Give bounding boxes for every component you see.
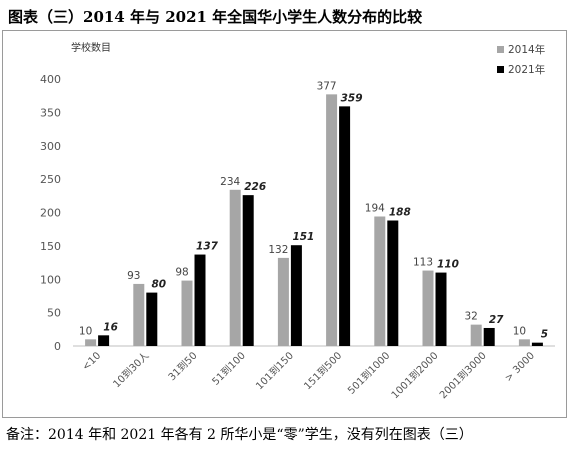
- y-axis-ticks: 0 50 100 150 200 250 300 350 400: [40, 73, 61, 353]
- data-label: 110: [437, 259, 459, 271]
- chart-area: 学校数目 2014年 2021年 0 50 100 150 200 250 300 350 400…: [2, 30, 567, 418]
- bar-2014年-101到150: [277, 257, 289, 346]
- x-tick-label: 1001到2000: [389, 350, 441, 402]
- data-label: 16: [103, 321, 118, 333]
- bar-2021年-151到500: [339, 106, 351, 347]
- figure-title: 图表（三）2014 年与 2021 年全国华小学生人数分布的比较: [8, 8, 423, 26]
- bar-2014年-501到1000: [374, 216, 386, 346]
- x-tick-label: 501到1000: [345, 350, 392, 397]
- data-label: 27: [489, 314, 504, 326]
- data-label: 10: [513, 325, 526, 337]
- legend: 2014年 2021年: [497, 43, 545, 76]
- footnote: 备注：2014 年和 2021 年各有 2 所华小是“零”学生，没有列在图表（三…: [6, 427, 473, 443]
- data-label: 98: [175, 267, 188, 279]
- y-tick-label: 100: [40, 273, 61, 286]
- bar-2021年-> 3000: [531, 342, 543, 346]
- bar-2021年-<10: [98, 335, 110, 346]
- bar-2014年-1001到2000: [422, 270, 434, 346]
- data-label: 80: [151, 279, 166, 291]
- data-label: 188: [389, 207, 411, 219]
- y-tick-label: 300: [40, 140, 61, 153]
- y-tick-label: 400: [40, 73, 61, 86]
- bar-2021年-51到100: [242, 195, 254, 346]
- data-label: 10: [79, 325, 92, 337]
- data-label: 5: [541, 329, 548, 341]
- data-label: 137: [196, 241, 219, 253]
- bar-2014年-> 3000: [518, 339, 530, 346]
- x-tick-label: 2001到3000: [437, 350, 489, 402]
- y-tick-label: 0: [54, 340, 61, 353]
- bar-2021年-101到150: [290, 245, 302, 346]
- bar-2014年-10到30人: [133, 283, 145, 346]
- bar-2014年-2001到3000: [470, 324, 482, 346]
- data-label: 234: [220, 176, 240, 188]
- y-axis-label: 学校数目: [71, 41, 111, 54]
- bar-2014年-151到500: [326, 94, 338, 346]
- data-label: 151: [292, 231, 314, 243]
- bar-2021年-2001到3000: [483, 327, 495, 346]
- x-tick-label: 31到50: [166, 350, 200, 384]
- y-tick-label: 350: [40, 106, 61, 119]
- data-label: 32: [465, 311, 478, 323]
- legend-swatch: [497, 66, 504, 73]
- bar-2014年-<10: [85, 339, 97, 346]
- data-label: 377: [317, 80, 337, 92]
- y-tick-label: 250: [40, 173, 61, 186]
- y-tick-label: 200: [40, 207, 61, 220]
- bar-chart: 学校数目 2014年 2021年 0 50 100 150 200 250 300 350 400…: [40, 41, 555, 402]
- x-tick-label: 51到100: [210, 350, 248, 388]
- bar-2021年-501到1000: [387, 220, 399, 346]
- y-tick-label: 50: [47, 307, 61, 320]
- x-tick-label: > 3000: [503, 350, 537, 384]
- data-label: 113: [413, 257, 433, 269]
- y-tick-label: 150: [40, 240, 61, 253]
- bar-2014年-31到50: [181, 280, 193, 346]
- data-label: 226: [244, 181, 266, 193]
- data-label: 132: [268, 244, 288, 256]
- data-label: 359: [341, 92, 363, 104]
- bars: 10 16 93 80 98 137 234 226 132 151 377 359 194 188 113…: [73, 80, 555, 347]
- data-label: 194: [365, 203, 385, 215]
- bar-2014年-51到100: [229, 189, 241, 346]
- legend-label: 2021年: [508, 63, 545, 76]
- legend-label: 2014年: [508, 43, 545, 56]
- bar-2021年-1001到2000: [435, 272, 447, 346]
- x-tick-label: 101到150: [253, 350, 296, 393]
- x-axis-ticks: <10 10到30人 31到50 51到100 101到150 151到500 501到10…: [81, 350, 538, 402]
- x-tick-label: 10到30人: [111, 350, 152, 391]
- legend-swatch: [497, 46, 504, 53]
- bar-2021年-10到30人: [146, 292, 158, 346]
- data-label: 93: [127, 270, 140, 282]
- x-tick-label: 151到500: [302, 350, 345, 393]
- x-tick-label: <10: [81, 350, 104, 373]
- bar-2021年-31到50: [194, 254, 206, 346]
